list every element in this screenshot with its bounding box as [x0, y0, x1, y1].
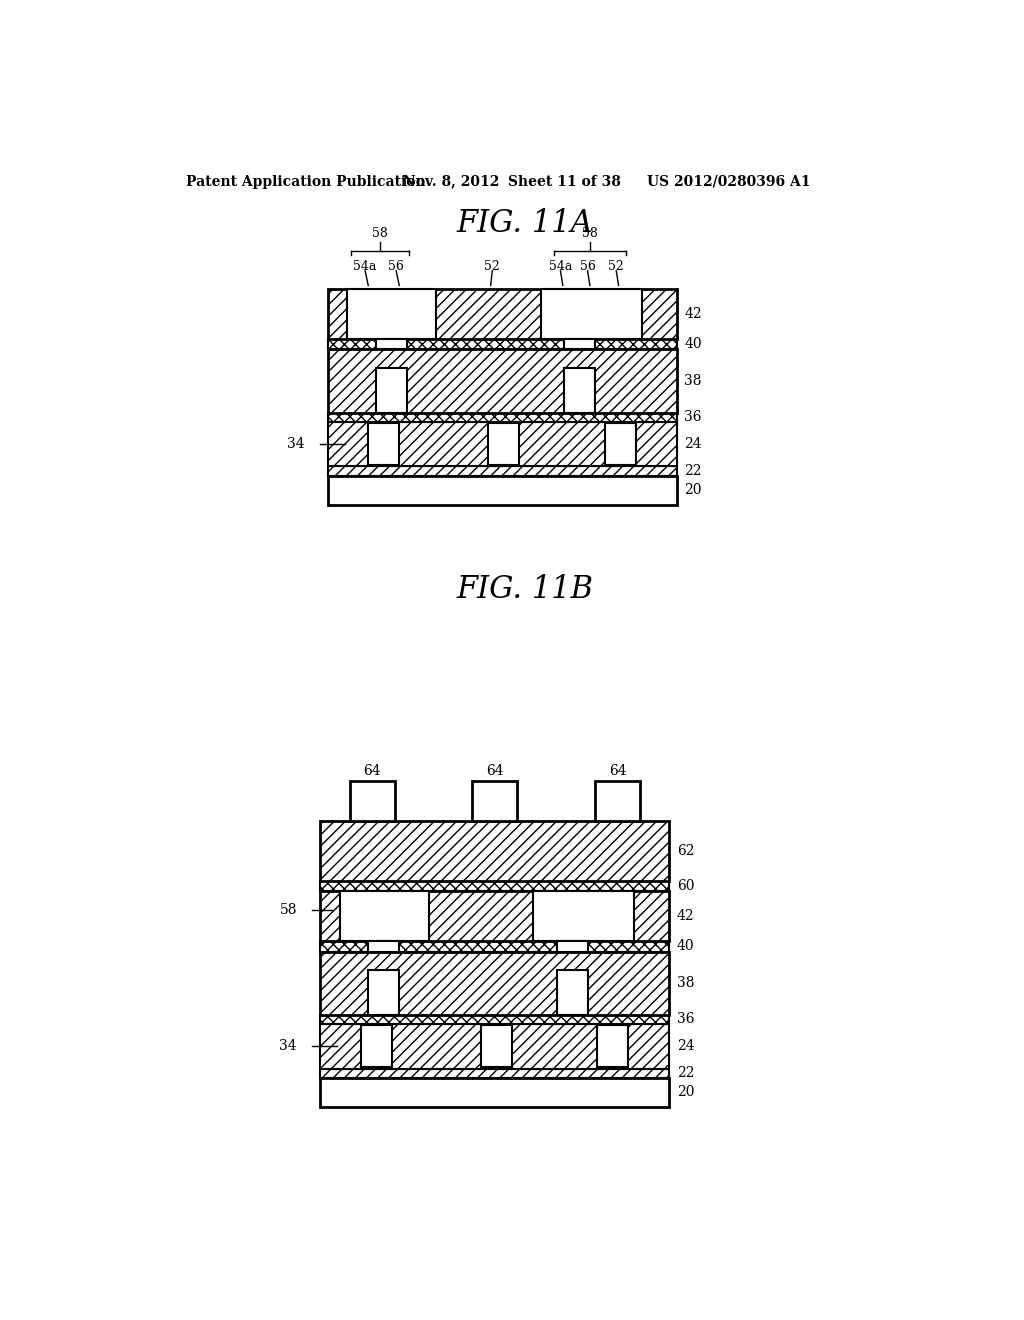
Bar — [340, 891, 429, 941]
Text: 60: 60 — [677, 879, 694, 894]
Text: 24: 24 — [684, 437, 702, 451]
Bar — [558, 942, 586, 950]
Bar — [370, 972, 397, 1014]
Bar — [535, 894, 633, 940]
Bar — [480, 1026, 512, 1067]
Text: 22: 22 — [677, 1067, 694, 1080]
Bar — [321, 1024, 669, 1069]
Bar — [376, 339, 407, 350]
Bar — [328, 289, 677, 339]
Bar — [566, 370, 594, 411]
Bar — [604, 424, 636, 465]
Text: 54a: 54a — [353, 260, 377, 273]
Bar — [369, 424, 399, 465]
Text: 40: 40 — [677, 940, 694, 953]
Bar — [328, 466, 677, 475]
Bar — [349, 290, 435, 338]
Text: 64: 64 — [485, 763, 504, 777]
Text: 52: 52 — [484, 260, 500, 273]
Text: 58: 58 — [373, 227, 388, 240]
Text: 56: 56 — [580, 260, 596, 273]
Bar — [557, 941, 588, 952]
Bar — [369, 941, 399, 952]
Text: 40: 40 — [684, 338, 702, 351]
Bar — [328, 422, 677, 466]
Text: 64: 64 — [609, 763, 627, 777]
Text: 42: 42 — [677, 909, 694, 924]
Text: 58: 58 — [280, 903, 297, 917]
Bar — [328, 350, 677, 412]
Text: 42: 42 — [684, 308, 702, 321]
Bar — [472, 781, 517, 821]
Text: 36: 36 — [684, 411, 701, 424]
Bar — [558, 972, 586, 1014]
Bar — [534, 891, 634, 941]
Text: FIG. 11A: FIG. 11A — [457, 209, 593, 239]
Bar — [376, 368, 407, 412]
Bar — [349, 781, 394, 821]
Bar — [606, 425, 634, 463]
Bar — [360, 1026, 391, 1067]
Bar — [321, 1069, 669, 1077]
Text: 20: 20 — [677, 1085, 694, 1100]
Bar — [369, 970, 399, 1015]
Text: FIG. 11B: FIG. 11B — [457, 574, 593, 605]
Bar — [321, 882, 669, 891]
Bar — [321, 1077, 669, 1107]
Bar — [595, 781, 640, 821]
Bar — [362, 1027, 390, 1065]
Bar — [541, 289, 642, 339]
Bar — [370, 942, 397, 950]
Text: 62: 62 — [677, 845, 694, 858]
Text: 22: 22 — [684, 465, 701, 478]
Bar — [488, 424, 519, 465]
Bar — [328, 412, 677, 422]
Bar — [321, 941, 669, 952]
Bar — [489, 425, 518, 463]
Bar — [321, 891, 669, 941]
Text: 38: 38 — [684, 374, 701, 388]
Bar — [370, 425, 397, 463]
Bar — [347, 289, 436, 339]
Text: 36: 36 — [677, 1012, 694, 1026]
Text: Patent Application Publication: Patent Application Publication — [186, 174, 426, 189]
Text: 38: 38 — [677, 975, 694, 990]
Bar — [564, 339, 595, 350]
Text: 58: 58 — [583, 227, 598, 240]
Bar — [566, 341, 594, 348]
Text: Sheet 11 of 38: Sheet 11 of 38 — [508, 174, 621, 189]
Text: 24: 24 — [677, 1039, 694, 1053]
Bar — [543, 290, 640, 338]
Bar — [482, 1027, 510, 1065]
Bar — [378, 370, 406, 411]
Text: US 2012/0280396 A1: US 2012/0280396 A1 — [647, 174, 811, 189]
Text: 34: 34 — [287, 437, 305, 451]
Text: 52: 52 — [608, 260, 624, 273]
Bar — [321, 821, 669, 882]
Text: Nov. 8, 2012: Nov. 8, 2012 — [403, 174, 500, 189]
Text: 34: 34 — [280, 1039, 297, 1053]
Bar — [564, 368, 595, 412]
Bar — [597, 1026, 628, 1067]
Bar — [321, 952, 669, 1015]
Text: 64: 64 — [364, 763, 381, 777]
Bar — [598, 1027, 627, 1065]
Bar — [321, 1015, 669, 1024]
Bar — [557, 970, 588, 1015]
Bar — [328, 475, 677, 506]
Bar — [341, 894, 427, 940]
Bar — [378, 341, 406, 348]
Text: 54a: 54a — [549, 260, 572, 273]
Text: 56: 56 — [388, 260, 404, 273]
Bar — [328, 339, 677, 350]
Text: 20: 20 — [684, 483, 701, 498]
